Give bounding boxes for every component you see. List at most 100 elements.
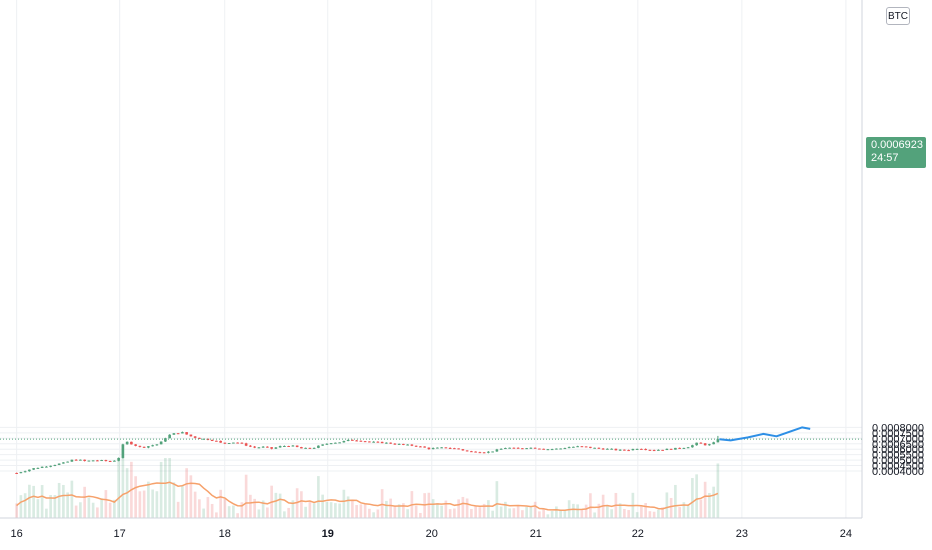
volume-bar bbox=[338, 503, 341, 518]
volume-bar bbox=[164, 458, 167, 518]
candle-body bbox=[614, 448, 618, 451]
candle-body bbox=[117, 457, 120, 461]
price-tick-label: 0.0005000 bbox=[872, 455, 924, 467]
volume-bar bbox=[546, 514, 550, 518]
projection-line bbox=[719, 426, 811, 442]
candle-body bbox=[410, 444, 414, 446]
volume-bar bbox=[147, 481, 150, 518]
candle-body bbox=[223, 442, 227, 444]
candle-body bbox=[678, 447, 681, 449]
candle-body bbox=[406, 444, 409, 446]
time-axis[interactable]: 16 17 18 19 20 21 22 23 24 bbox=[11, 528, 853, 540]
candle-body bbox=[168, 434, 171, 439]
volume-bar bbox=[334, 503, 337, 518]
volume-bar bbox=[504, 501, 507, 518]
currency-badge[interactable]: BTC bbox=[886, 7, 910, 25]
volume-bar bbox=[703, 481, 707, 518]
volume-bar bbox=[533, 501, 537, 518]
candle-body bbox=[512, 447, 516, 449]
volume-bar bbox=[189, 475, 193, 518]
volume-bar bbox=[402, 503, 405, 518]
candle-body bbox=[665, 448, 669, 451]
volume-bar bbox=[291, 500, 295, 518]
volume-bar bbox=[674, 484, 677, 518]
volume-bar bbox=[393, 506, 397, 518]
candle-body bbox=[376, 441, 380, 443]
volume-bar bbox=[19, 495, 23, 518]
price-tick-label: 0.0006500 bbox=[872, 439, 924, 451]
volume-bar bbox=[414, 505, 418, 518]
candle-body bbox=[104, 460, 108, 462]
candle-body bbox=[325, 443, 329, 445]
volume-bar bbox=[538, 511, 541, 518]
volume-bar bbox=[219, 489, 222, 518]
volume-bar bbox=[36, 499, 40, 518]
volume-bar bbox=[23, 493, 27, 518]
volume-bar bbox=[227, 506, 231, 518]
candle-body bbox=[355, 440, 358, 442]
candle-body bbox=[53, 464, 57, 466]
volume-bar bbox=[232, 505, 235, 518]
candle-body bbox=[193, 436, 197, 438]
candle-body bbox=[525, 448, 528, 450]
volume-bar bbox=[312, 503, 316, 518]
candle-body bbox=[295, 445, 299, 448]
volume-bar bbox=[470, 508, 473, 518]
candle-body bbox=[176, 433, 180, 435]
candle-body bbox=[712, 442, 715, 445]
volume-bar bbox=[661, 507, 664, 518]
candle-body bbox=[682, 447, 686, 449]
candle-body bbox=[372, 441, 375, 443]
volume-bar bbox=[79, 502, 82, 518]
volume-bar bbox=[66, 492, 69, 518]
volume-bar bbox=[542, 508, 545, 518]
candle-body bbox=[342, 440, 346, 443]
volume-bar bbox=[686, 504, 690, 518]
candle-body bbox=[593, 447, 596, 449]
candle-body bbox=[601, 448, 605, 450]
candle-body bbox=[287, 446, 290, 448]
bar-countdown: 24:57 bbox=[871, 152, 899, 164]
volume-bar bbox=[215, 512, 218, 518]
time-tick-label: 17 bbox=[114, 528, 126, 540]
candle-body bbox=[79, 459, 82, 461]
volume-bar bbox=[74, 505, 78, 518]
candle-body bbox=[644, 449, 647, 451]
price-axis[interactable]: 0.00040000.00045000.00050000.00055000.00… bbox=[872, 422, 924, 478]
volume-bar bbox=[28, 484, 31, 518]
time-tick-label: 22 bbox=[632, 528, 644, 540]
candle-body bbox=[423, 446, 426, 448]
candle-body bbox=[508, 447, 511, 449]
candle-body bbox=[635, 448, 639, 450]
volume-bar bbox=[657, 509, 660, 518]
price-tick-label: 0.0008000 bbox=[872, 422, 924, 434]
last-price-value: 0.0006923 bbox=[871, 139, 923, 151]
candle-body bbox=[283, 446, 286, 448]
volume-bar bbox=[397, 504, 401, 518]
candle-body bbox=[257, 447, 261, 449]
candle-body bbox=[457, 448, 460, 450]
volume-bar bbox=[559, 509, 562, 518]
volume-bar bbox=[508, 508, 511, 518]
time-tick-label: 19 bbox=[322, 528, 334, 540]
volume-bar bbox=[15, 503, 18, 518]
candle-body bbox=[521, 448, 524, 450]
candle-body bbox=[240, 442, 244, 444]
volume-bars bbox=[15, 458, 720, 518]
volume-bar bbox=[32, 485, 35, 518]
time-tick-label: 24 bbox=[840, 528, 852, 540]
volume-bar bbox=[669, 497, 673, 518]
candle-body bbox=[606, 448, 609, 450]
volume-bar bbox=[351, 500, 354, 518]
candle-body bbox=[36, 467, 40, 469]
volume-bar bbox=[512, 508, 516, 518]
candle-body bbox=[674, 447, 677, 450]
volume-bar bbox=[635, 512, 639, 518]
candle-body bbox=[329, 443, 333, 445]
volume-bar bbox=[491, 510, 494, 518]
candle-body bbox=[70, 459, 74, 462]
volume-bar bbox=[550, 511, 554, 518]
candle-body bbox=[686, 447, 690, 449]
volume-bar bbox=[206, 497, 210, 518]
volume-bar bbox=[589, 493, 592, 518]
